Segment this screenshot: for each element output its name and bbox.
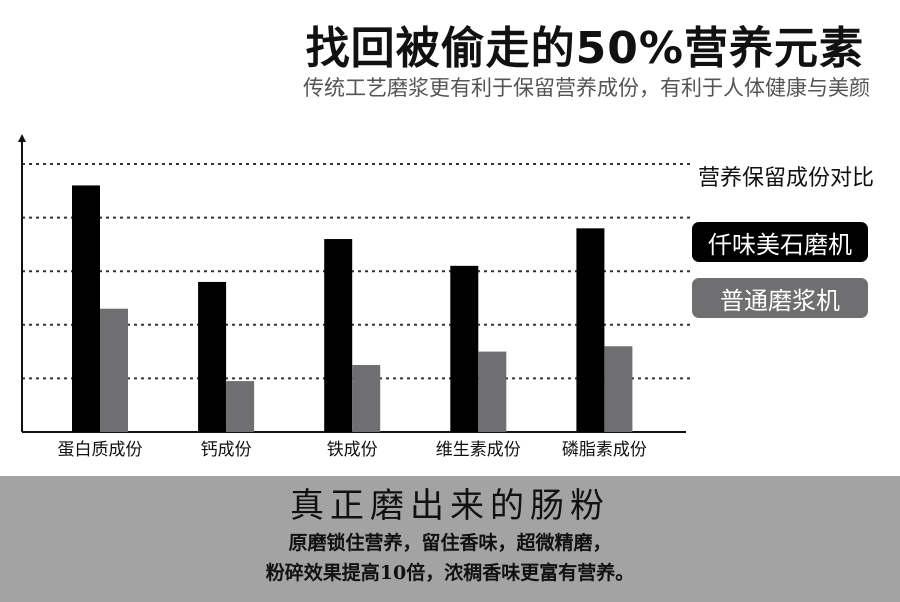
bar-ordinary-mill: [352, 365, 381, 432]
bar-stone-mill: [450, 265, 479, 432]
y-axis-arrow: [18, 134, 26, 142]
bar-ordinary-mill: [478, 351, 507, 432]
legend-item-stone-mill: 仟味美石磨机: [692, 222, 868, 262]
footer-line-2: 粉碎效果提高10倍，浓稠香味更富有营养。: [265, 562, 635, 584]
legend-title: 营养保留成份对比: [698, 166, 875, 191]
bar-ordinary-mill: [226, 381, 255, 432]
x-tick-label: 维生素成份: [436, 440, 521, 460]
footer-title: 真正磨出来的肠粉: [290, 486, 610, 526]
bar-ordinary-mill: [100, 308, 128, 432]
x-tick-label: 蛋白质成份: [58, 440, 143, 460]
x-tick-label: 铁成份: [327, 440, 378, 460]
footer-banner: 真正磨出来的肠粉 原磨锁住营养，留住香味，超微精磨， 粉碎效果提高10倍，浓稠香…: [0, 476, 900, 602]
bar-stone-mill: [576, 228, 605, 432]
page-title: 找回被偷走的50%营养元素: [305, 23, 864, 74]
footer-line-1: 原磨锁住营养，留住香味，超微精磨，: [288, 532, 612, 554]
page-subtitle: 传统工艺磨浆更有利于保留营养成份，有利于人体健康与美颜: [303, 76, 870, 100]
legend-item-ordinary-mill: 普通磨浆机: [692, 278, 868, 318]
x-tick-label: 磷脂素成份: [562, 440, 647, 460]
bar-stone-mill: [198, 281, 227, 432]
bar-stone-mill: [72, 185, 100, 432]
bar-stone-mill: [324, 239, 353, 432]
x-tick-label: 钙成份: [201, 440, 252, 460]
bar-chart: 蛋白质成份 钙成份 铁成份 维生素成份 磷脂素成份: [18, 134, 690, 460]
bar-ordinary-mill: [604, 346, 633, 432]
